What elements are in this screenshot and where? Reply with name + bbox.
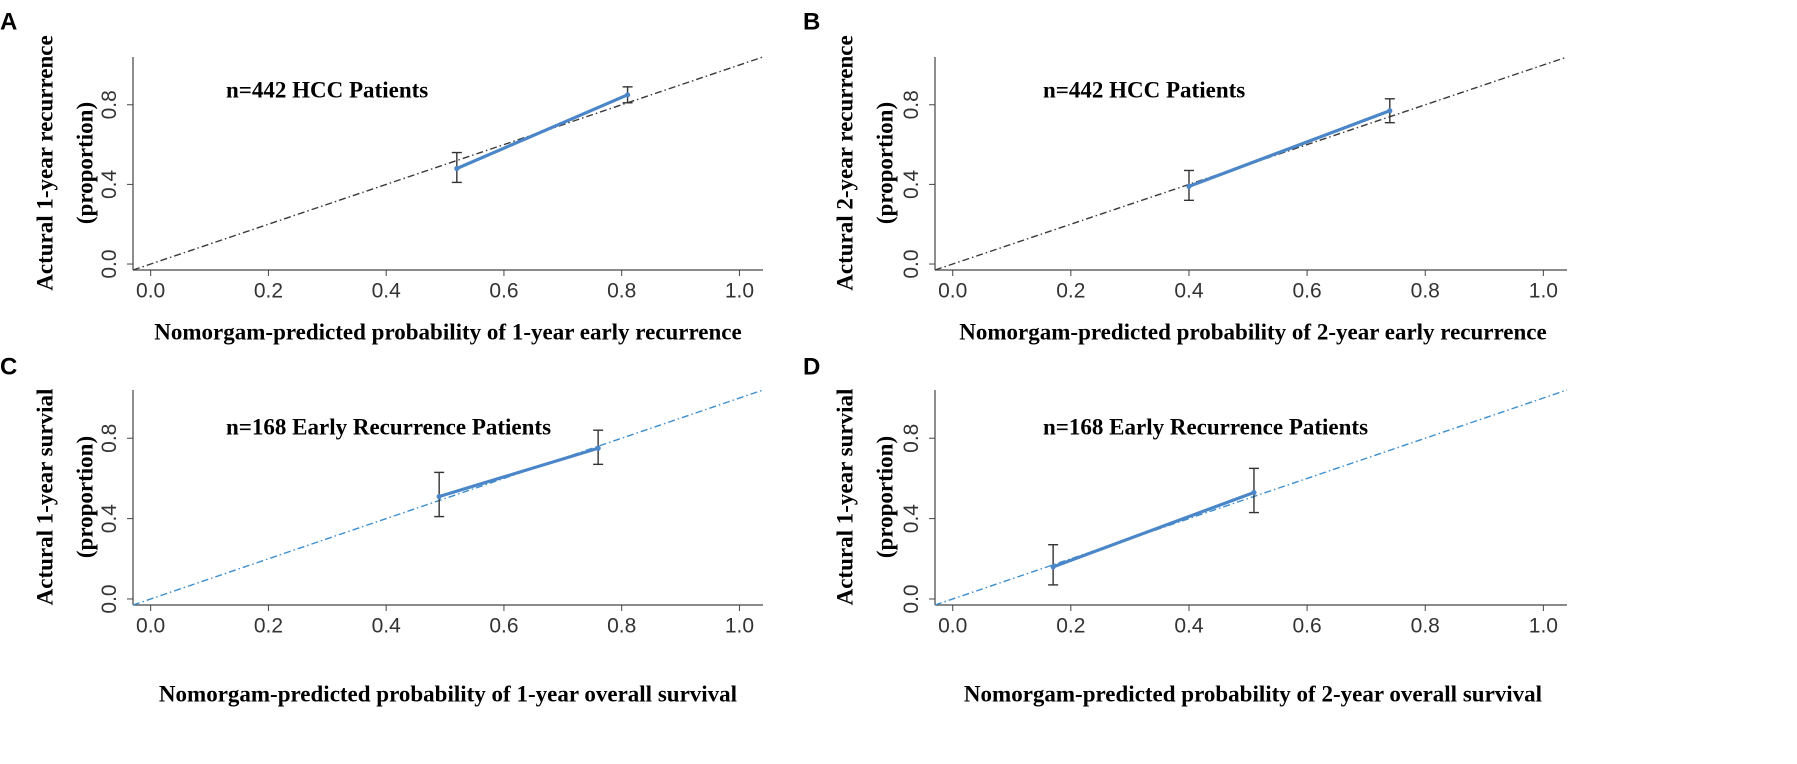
panel-a-data-point [624,92,631,98]
panel-c-y-tick-label: 0.0 [98,584,121,613]
panel-b-x-tick-label: 0.6 [1293,279,1322,302]
panel-d-y-tick-label: 0.4 [900,504,923,534]
panel-b-calibration-line [1187,109,1392,188]
panel-d-calibration-line [1051,490,1256,569]
panel-b-letter: B [803,9,820,36]
panel-a-data-point [454,165,460,172]
panel-d: D 0.0 0.2 0.4 0.6 0.8 1.0 0.0 0.4 0.8 n=168 Early … [803,354,1568,707]
panel-c-x-tick-label: 0.0 [136,614,165,637]
panel-c-x-tick-label: 0.4 [372,614,402,637]
panel-b-y-tick-label: 0.8 [900,90,923,119]
panel-b-x-tick-label: 0.8 [1411,279,1440,302]
panel-a-x-tick-label: 0.8 [607,279,636,302]
panel-a-x-tick-label: 0.0 [136,279,165,302]
panel-c-reference-line [132,389,764,606]
panel-d-reference-line [934,389,1568,606]
panel-a-annotation: n=442 HCC Patients [226,78,428,103]
panel-d-x-tick-label: 0.0 [938,614,967,637]
panel-c-x-tick-label: 0.2 [254,614,283,637]
panel-d-data-point [1050,564,1056,570]
panel-a-x-tick-label: 0.4 [372,279,402,302]
panel-a: A 0.0 0.2 0.4 0.6 0.8 1.0 0.0 0.4 0.8 n=442 HCC Pa… [0,9,764,345]
panel-c-x-tick-label: 0.6 [489,614,518,637]
panel-d-y-axis-title-line-2: (proportion) [873,436,898,558]
panel-b-reference-line [934,56,1568,271]
panel-b-x-tick-label: 0.2 [1056,279,1085,302]
panel-a-y-tick-label: 0.4 [98,169,121,199]
panel-c-annotation: n=168 Early Recurrence Patients [226,415,551,440]
panel-c-x-tick-label: 0.8 [607,614,636,637]
panel-b-y-axis-title-line-2: (proportion) [873,102,898,224]
panel-b-annotation: n=442 HCC Patients [1043,78,1245,103]
panel-a-letter: A [0,9,17,36]
panel-a-reference-line [132,56,764,271]
panel-b-x-tick-label: 1.0 [1529,279,1558,302]
panel-d-x-tick-label: 1.0 [1529,614,1558,637]
panel-b-y-axis-title-line-1: Actural 2-year recurrence [833,35,858,290]
panel-c-y-tick-label: 0.8 [98,424,121,453]
panel-d-letter: D [803,354,820,381]
panel-c-x-axis-title: Nomorgam-predicted probability of 1-year… [159,682,737,707]
panel-d-annotation: n=168 Early Recurrence Patients [1043,415,1368,440]
panel-c: C 0.0 0.2 0.4 0.6 0.8 1.0 0.0 0.4 0.8 n=168 Early … [0,354,764,707]
panel-b-y-tick-label: 0.0 [900,249,923,278]
panel-a-x-tick-label: 0.2 [254,279,283,302]
panel-a-calibration-line [455,93,630,171]
panel-c-y-axis-title-line-1: Actural 1-year survial [33,389,58,606]
panel-d-y-tick-label: 0.8 [900,424,923,453]
panel-a-y-tick-label: 0.8 [98,90,121,119]
panel-c-letter: C [0,354,17,381]
panel-d-x-axis-title: Nomorgam-predicted probability of 2-year… [964,682,1542,707]
panel-a-y-axis-title-line-2: (proportion) [73,102,98,224]
panel-a-x-tick-label: 1.0 [725,279,754,302]
panel-c-y-tick-label: 0.4 [98,504,121,534]
panel-b-x-axis-title: Nomorgam-predicted probability of 2-year… [959,320,1546,345]
panel-b-x-tick-label: 0.0 [938,279,967,302]
panel-d-y-tick-label: 0.0 [900,584,923,613]
panel-d-x-tick-label: 0.4 [1174,614,1204,637]
panel-d-x-tick-label: 0.8 [1411,614,1440,637]
panel-b-data-point [1186,183,1192,189]
panel-c-data-point [436,493,442,500]
panel-d-x-tick-label: 0.2 [1056,614,1085,637]
panel-a-x-axis-title: Nomorgam-predicted probability of 1-year… [154,320,741,345]
panel-c-data-point [595,445,601,451]
panel-a-x-tick-label: 0.6 [489,279,518,302]
panel-d-x-tick-label: 0.6 [1293,614,1322,637]
panel-d-data-point [1251,489,1257,496]
panel-c-y-axis-title-line-2: (proportion) [73,436,98,558]
panel-c-x-tick-label: 1.0 [725,614,754,637]
panel-b-y-tick-label: 0.4 [900,169,923,199]
panel-a-y-axis-title-line-1: Actural 1-year recurrence [33,35,58,290]
panel-b-data-point [1387,108,1393,114]
panel-c-calibration-line [437,446,600,499]
panel-b: B 0.0 0.2 0.4 0.6 0.8 1.0 0.0 0.4 0.8 n=442 HCC Pa… [803,9,1568,345]
panel-d-y-axis-title-line-1: Actural 1-year survial [833,389,858,606]
panel-b-x-tick-label: 0.4 [1174,279,1204,302]
panel-a-y-tick-label: 0.0 [98,249,121,278]
